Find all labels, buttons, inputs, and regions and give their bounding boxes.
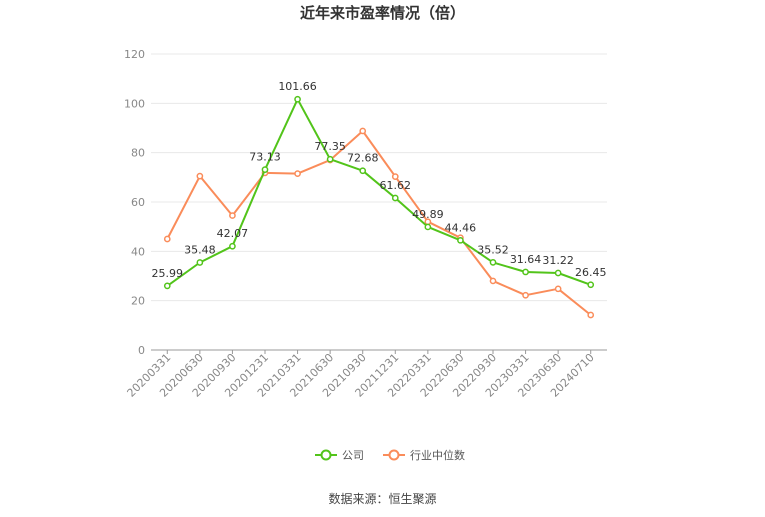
y-tick-label: 120 — [124, 48, 145, 61]
data-label: 25.99 — [152, 267, 184, 280]
data-label: 42.07 — [217, 227, 249, 240]
legend-marker — [388, 449, 400, 461]
data-point — [522, 268, 529, 276]
data-label: 72.68 — [347, 152, 379, 165]
y-tick-label: 40 — [131, 245, 145, 258]
data-point — [359, 167, 367, 175]
data-point — [196, 259, 204, 266]
data-point — [229, 242, 236, 250]
data-label: 73.13 — [249, 151, 281, 164]
data-point — [294, 170, 301, 177]
y-tick-label: 0 — [138, 344, 145, 357]
data-point — [522, 291, 529, 299]
data-point — [489, 277, 497, 285]
data-point — [229, 212, 236, 219]
axes: 0204060801001202020033120200630202009302… — [124, 48, 607, 400]
data-label: 61.62 — [380, 179, 412, 192]
y-tick-label: 100 — [124, 97, 145, 110]
y-tick-label: 80 — [131, 147, 145, 160]
data-point — [587, 281, 595, 289]
data-label: 101.66 — [278, 80, 317, 93]
data-point — [326, 155, 334, 163]
legend-label: 公司 — [342, 449, 364, 462]
y-tick-label: 60 — [131, 196, 145, 209]
data-label: 35.48 — [184, 243, 216, 256]
data-point — [391, 173, 399, 180]
data-point — [163, 235, 171, 243]
data-point — [359, 127, 367, 135]
data-label: 44.46 — [445, 221, 477, 234]
data-point — [489, 259, 497, 266]
data-label: 77.35 — [314, 140, 346, 153]
series-line-公司 — [166, 98, 592, 287]
y-tick-label: 20 — [131, 295, 145, 308]
legend-marker — [320, 449, 332, 461]
data-point — [587, 311, 595, 319]
data-point — [261, 166, 269, 173]
legend: 公司 行业中位数 — [315, 448, 465, 462]
data-point — [554, 285, 562, 293]
data-point — [294, 95, 301, 103]
data-point — [391, 194, 399, 202]
series-line-行业中位数 — [166, 130, 592, 316]
chart-title: 近年来市盈率情况（倍） — [299, 4, 465, 22]
data-point — [554, 269, 562, 277]
data-source: 数据来源：恒生聚源 — [328, 492, 437, 506]
data-label: 26.45 — [575, 266, 607, 279]
data-point — [457, 236, 464, 244]
data-label: 49.89 — [412, 208, 444, 221]
data-point — [196, 172, 204, 180]
series-layer — [163, 95, 595, 319]
data-label: 31.22 — [542, 254, 574, 267]
legend-label: 行业中位数 — [410, 448, 465, 462]
data-point — [424, 223, 432, 231]
data-label: 31.64 — [510, 253, 542, 266]
data-point — [163, 282, 171, 290]
data-label: 35.52 — [477, 243, 509, 256]
